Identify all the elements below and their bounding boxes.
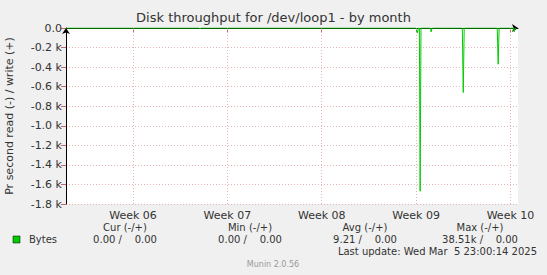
svg-text:Avg (-/+): Avg (-/+) <box>343 222 388 233</box>
svg-text:-1.2 k: -1.2 k <box>31 139 63 152</box>
svg-text:Week 10: Week 10 <box>487 209 535 222</box>
svg-text:-0.6 k: -0.6 k <box>31 80 63 93</box>
svg-text:Max (-/+): Max (-/+) <box>456 222 503 233</box>
svg-text:Week 08: Week 08 <box>298 209 346 222</box>
svg-text:-0.2 k: -0.2 k <box>31 41 63 54</box>
svg-text:Min (-/+): Min (-/+) <box>228 222 272 233</box>
svg-text:Cur (-/+): Cur (-/+) <box>103 222 147 233</box>
svg-text:-1.8 k: -1.8 k <box>31 198 63 211</box>
svg-text:RRDTOOL / TOBI OETIKER: RRDTOOL / TOBI OETIKER <box>546 8 547 98</box>
svg-text:Last update: Wed Mar 5 23:00:: Last update: Wed Mar 5 23:00:14 2025 <box>338 246 537 257</box>
svg-text:-0.8 k: -0.8 k <box>31 100 63 113</box>
svg-text:-1.6 k: -1.6 k <box>31 178 63 191</box>
svg-text:Week 09: Week 09 <box>392 209 440 222</box>
svg-text:Disk throughput for /dev/loop1: Disk throughput for /dev/loop1 - by mont… <box>136 10 411 25</box>
svg-text:Pr second read (-) / write (+): Pr second read (-) / write (+) <box>3 37 16 195</box>
svg-text:0.00 / 0.00: 0.00 / 0.00 <box>93 234 157 245</box>
svg-text:9.21 / 0.00: 9.21 / 0.00 <box>333 234 397 245</box>
svg-text:Week 06: Week 06 <box>109 209 157 222</box>
svg-text:Munin 2.0.56: Munin 2.0.56 <box>247 260 299 269</box>
svg-text:0.00 / 0.00: 0.00 / 0.00 <box>218 234 282 245</box>
svg-text:-1.4 k: -1.4 k <box>31 158 63 171</box>
svg-text:Week 07: Week 07 <box>204 209 252 222</box>
svg-text:-0.4 k: -0.4 k <box>31 61 63 74</box>
svg-text:38.51k / 0.00: 38.51k / 0.00 <box>442 234 518 245</box>
svg-text:-1.0 k: -1.0 k <box>31 119 63 132</box>
svg-text:Bytes: Bytes <box>29 234 57 245</box>
svg-text:0.0: 0.0 <box>45 22 63 35</box>
